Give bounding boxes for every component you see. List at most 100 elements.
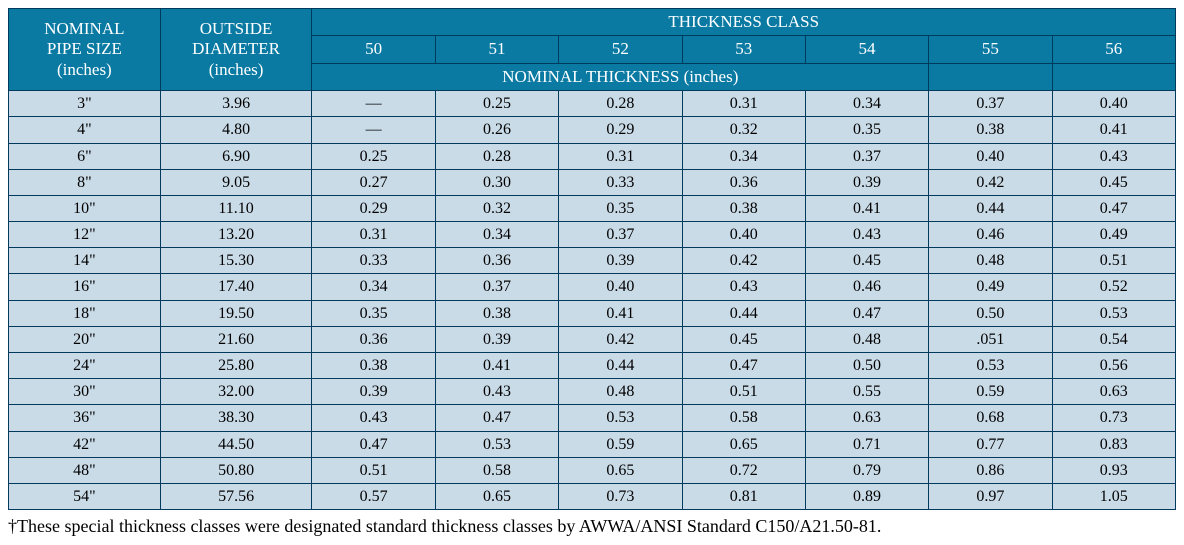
- thickness-cell: 0.40: [1052, 91, 1175, 117]
- thickness-cell: 0.57: [312, 483, 435, 509]
- thickness-cell: 0.37: [435, 274, 558, 300]
- thickness-cell: 0.46: [805, 274, 928, 300]
- col-header-thickness-class: THICKNESS CLASS: [312, 9, 1176, 36]
- thickness-cell: 0.81: [682, 483, 805, 509]
- thickness-cell: 0.65: [559, 457, 682, 483]
- outside-diameter-cell: 19.50: [160, 300, 312, 326]
- thickness-cell: 0.47: [312, 431, 435, 457]
- thickness-cell: 0.41: [559, 300, 682, 326]
- table-body: 3"3.96—0.250.280.310.340.370.404"4.80—0.…: [9, 91, 1176, 510]
- thickness-cell: 0.37: [929, 91, 1052, 117]
- thickness-class-table: NOMINAL PIPE SIZE (inches) OUTSIDE DIAME…: [8, 8, 1176, 510]
- class-50-header: 50: [312, 36, 435, 63]
- thickness-cell: —: [312, 117, 435, 143]
- thickness-cell: 0.44: [559, 353, 682, 379]
- col-header-outside-diameter: OUTSIDE DIAMETER (inches): [160, 9, 312, 91]
- thickness-cell: 0.34: [435, 222, 558, 248]
- thickness-cell: 0.42: [929, 169, 1052, 195]
- outside-diameter-cell: 3.96: [160, 91, 312, 117]
- pipe-size-cell: 14": [9, 248, 161, 274]
- outside-diameter-cell: 32.00: [160, 379, 312, 405]
- thickness-cell: 0.47: [805, 300, 928, 326]
- thickness-cell: 0.34: [312, 274, 435, 300]
- table-row: 3"3.96—0.250.280.310.340.370.40: [9, 91, 1176, 117]
- thickness-cell: 0.46: [929, 222, 1052, 248]
- thickness-cell: 0.89: [805, 483, 928, 509]
- thickness-cell: 0.48: [805, 326, 928, 352]
- table-row: 30"32.000.390.430.480.510.550.590.63: [9, 379, 1176, 405]
- thickness-cell: 0.35: [559, 195, 682, 221]
- thickness-cell: 0.38: [435, 300, 558, 326]
- thickness-cell: 0.44: [929, 195, 1052, 221]
- pipe-size-l1: NOMINAL: [44, 19, 124, 38]
- thickness-cell: 0.56: [1052, 353, 1175, 379]
- thickness-cell: 0.83: [1052, 431, 1175, 457]
- thickness-cell: 0.41: [805, 195, 928, 221]
- thickness-cell: 0.34: [682, 143, 805, 169]
- thickness-cell: 0.51: [312, 457, 435, 483]
- pipe-size-cell: 30": [9, 379, 161, 405]
- thickness-cell: 0.41: [435, 353, 558, 379]
- thickness-cell: 0.44: [682, 300, 805, 326]
- thickness-cell: 0.25: [435, 91, 558, 117]
- class-55-header: 55: [929, 36, 1052, 63]
- thickness-cell: 0.58: [682, 405, 805, 431]
- thickness-cell: 0.51: [682, 379, 805, 405]
- thickness-cell: 0.29: [312, 195, 435, 221]
- thickness-cell: 0.26: [435, 117, 558, 143]
- blank-header-56: [1052, 63, 1175, 90]
- outside-diameter-cell: 57.56: [160, 483, 312, 509]
- nominal-thickness-header: NOMINAL THICKNESS (inches): [312, 63, 929, 90]
- thickness-cell: 0.50: [929, 300, 1052, 326]
- thickness-cell: —: [312, 91, 435, 117]
- table-row: 54"57.560.570.650.730.810.890.971.05: [9, 483, 1176, 509]
- thickness-cell: 0.77: [929, 431, 1052, 457]
- thickness-cell: 0.93: [1052, 457, 1175, 483]
- thickness-cell: 0.31: [559, 143, 682, 169]
- thickness-cell: 0.40: [929, 143, 1052, 169]
- thickness-cell: 0.59: [929, 379, 1052, 405]
- thickness-cell: 0.43: [435, 379, 558, 405]
- thickness-cell: 0.40: [682, 222, 805, 248]
- outside-diameter-cell: 6.90: [160, 143, 312, 169]
- thickness-cell: 0.28: [435, 143, 558, 169]
- pipe-size-cell: 20": [9, 326, 161, 352]
- thickness-cell: 0.38: [929, 117, 1052, 143]
- thickness-cell: 0.38: [312, 353, 435, 379]
- table-row: 14"15.300.330.360.390.420.450.480.51: [9, 248, 1176, 274]
- table-row: 20"21.600.360.390.420.450.48.0510.54: [9, 326, 1176, 352]
- thickness-cell: 0.79: [805, 457, 928, 483]
- thickness-cell: 0.29: [559, 117, 682, 143]
- thickness-cell: 0.47: [682, 353, 805, 379]
- thickness-cell: 0.73: [1052, 405, 1175, 431]
- thickness-cell: 0.55: [805, 379, 928, 405]
- thickness-cell: 0.48: [929, 248, 1052, 274]
- thickness-cell: 0.37: [805, 143, 928, 169]
- thickness-cell: 0.68: [929, 405, 1052, 431]
- thickness-cell: 0.53: [559, 405, 682, 431]
- thickness-cell: 0.53: [929, 353, 1052, 379]
- pipe-size-cell: 10": [9, 195, 161, 221]
- thickness-cell: 0.32: [435, 195, 558, 221]
- outside-diameter-cell: 13.20: [160, 222, 312, 248]
- thickness-cell: 0.31: [312, 222, 435, 248]
- thickness-cell: 0.73: [559, 483, 682, 509]
- outside-diameter-cell: 38.30: [160, 405, 312, 431]
- thickness-cell: 0.25: [312, 143, 435, 169]
- pipe-size-cell: 16": [9, 274, 161, 300]
- thickness-cell: 0.48: [559, 379, 682, 405]
- thickness-cell: 0.32: [682, 117, 805, 143]
- col-header-pipe-size: NOMINAL PIPE SIZE (inches): [9, 9, 161, 91]
- thickness-cell: 0.63: [805, 405, 928, 431]
- outside-diameter-cell: 15.30: [160, 248, 312, 274]
- pipe-size-cell: 6": [9, 143, 161, 169]
- table-row: 6"6.900.250.280.310.340.370.400.43: [9, 143, 1176, 169]
- table-row: 18"19.500.350.380.410.440.470.500.53: [9, 300, 1176, 326]
- thickness-cell: 0.38: [682, 195, 805, 221]
- table-row: 24"25.800.380.410.440.470.500.530.56: [9, 353, 1176, 379]
- od-l3: (inches): [209, 60, 264, 79]
- pipe-size-l2: PIPE SIZE: [47, 39, 122, 58]
- thickness-cell: 0.97: [929, 483, 1052, 509]
- pipe-size-cell: 54": [9, 483, 161, 509]
- thickness-cell: 0.49: [929, 274, 1052, 300]
